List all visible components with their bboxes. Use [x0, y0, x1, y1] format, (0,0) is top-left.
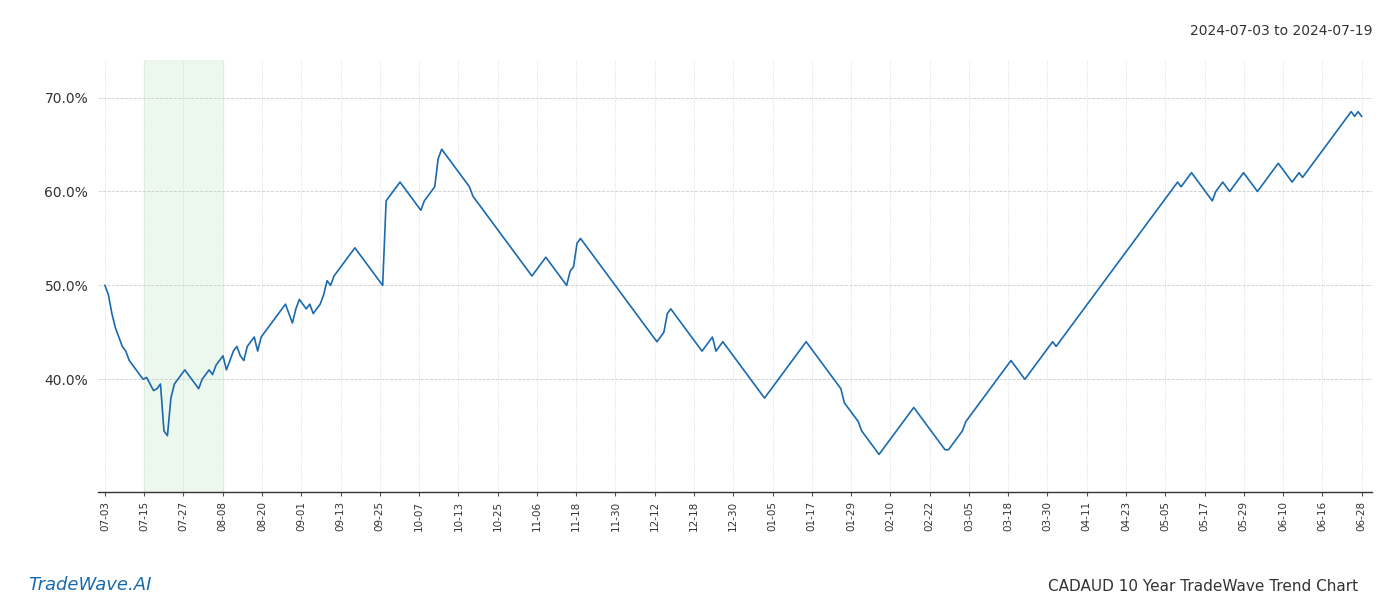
Text: 2024-07-03 to 2024-07-19: 2024-07-03 to 2024-07-19 — [1190, 24, 1372, 38]
Bar — [144, 60, 223, 492]
Text: TradeWave.AI: TradeWave.AI — [28, 576, 151, 594]
Text: CADAUD 10 Year TradeWave Trend Chart: CADAUD 10 Year TradeWave Trend Chart — [1047, 579, 1358, 594]
